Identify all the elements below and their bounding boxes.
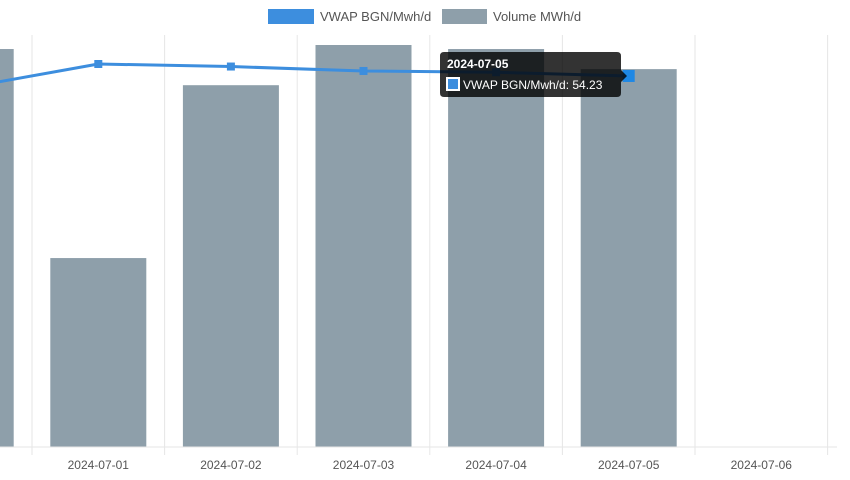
legend-label-volume: Volume MWh/d xyxy=(493,9,581,24)
volume-bar[interactable] xyxy=(315,45,412,447)
legend-label-vwap: VWAP BGN/Mwh/d xyxy=(320,9,431,24)
volume-bar[interactable] xyxy=(182,85,279,447)
volume-bars xyxy=(0,45,677,448)
x-axis: 2024-07-01 2024-07-02 2024-07-03 2024-07-04… xyxy=(0,446,837,472)
grid-lines xyxy=(31,35,829,455)
x-tick-label: 2024-07-01 xyxy=(68,458,130,472)
x-tick-label: 2024-07-02 xyxy=(200,458,262,472)
volume-bar[interactable] xyxy=(50,258,147,447)
vwap-point[interactable] xyxy=(622,69,635,82)
tooltip-swatch xyxy=(448,79,458,89)
legend-item-volume[interactable]: Volume MWh/d xyxy=(442,9,581,24)
volume-bar[interactable] xyxy=(448,49,545,448)
tooltip-box xyxy=(440,52,627,97)
legend-swatch-volume xyxy=(442,9,487,24)
volume-bar[interactable] xyxy=(0,49,14,448)
legend-item-vwap[interactable]: VWAP BGN/Mwh/d xyxy=(268,9,431,24)
tooltip-title: 2024-07-05 xyxy=(447,57,509,71)
vwap-point[interactable] xyxy=(359,66,368,75)
legend[interactable]: VWAP BGN/Mwh/d Volume MWh/d xyxy=(268,9,581,24)
vwap-point[interactable] xyxy=(94,60,103,68)
x-tick-label: 2024-07-05 xyxy=(598,458,660,472)
vwap-point[interactable] xyxy=(226,62,235,71)
x-tick-label: 2024-07-03 xyxy=(333,458,395,472)
legend-swatch-vwap xyxy=(268,9,314,24)
x-tick-label: 2024-07-06 xyxy=(731,458,793,472)
volume-bar[interactable] xyxy=(580,69,677,448)
x-tick-label: 2024-07-04 xyxy=(465,458,527,472)
tooltip-text: VWAP BGN/Mwh/d: 54.23 xyxy=(463,78,603,92)
tooltip: 2024-07-05 VWAP BGN/Mwh/d: 54.23 xyxy=(440,52,627,97)
